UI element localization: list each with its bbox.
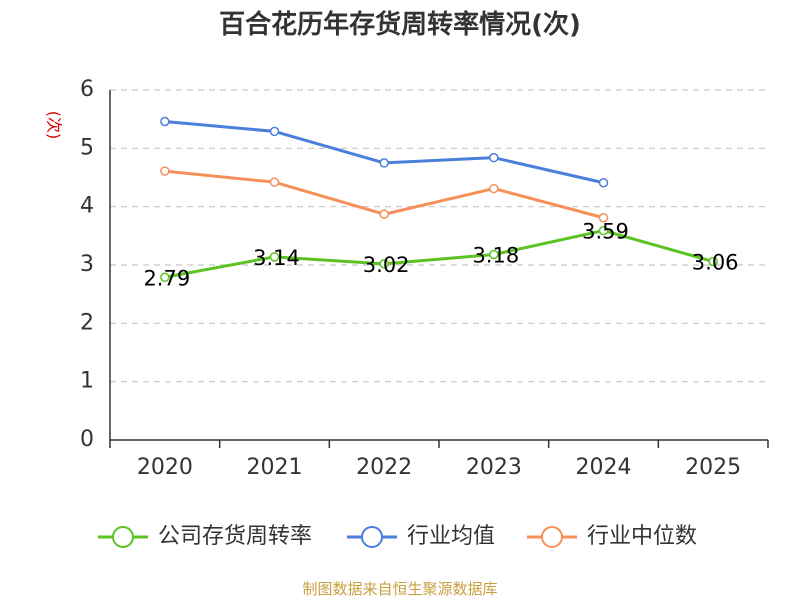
- grid-lines: [110, 89, 768, 383]
- data-label: 3.18: [472, 244, 519, 268]
- chart-title: 百合花历年存货周转率情况(次): [219, 9, 581, 40]
- data-point: [598, 178, 609, 188]
- y-axis-label: (次): [45, 111, 64, 140]
- legend-item: 公司存货周转率: [98, 524, 312, 549]
- data-point: [160, 166, 170, 176]
- data-label: 3.06: [692, 251, 739, 275]
- data-point: [160, 272, 170, 282]
- data-label: 2.79: [143, 266, 190, 290]
- series-line: [164, 229, 714, 279]
- data-point: [160, 116, 170, 127]
- y-tick-label: 5: [80, 135, 94, 160]
- data-point: [379, 209, 389, 219]
- data-point: [598, 213, 609, 223]
- series-group: [160, 116, 609, 188]
- data-label: 3.02: [363, 253, 410, 277]
- data-point: [379, 259, 389, 269]
- series-layer: [160, 116, 718, 282]
- legend-marker: [361, 526, 383, 548]
- legend-marker: [541, 526, 563, 548]
- y-tick-label: 2: [80, 310, 94, 335]
- y-tick-label: 1: [80, 369, 94, 394]
- legend: 公司存货周转率 行业均值 行业中位数: [98, 524, 697, 549]
- data-point: [379, 158, 389, 168]
- x-tick-label: 2022: [356, 455, 412, 480]
- data-labels: 2.79 3.14 3.02 3.18 3.59 3.06: [143, 220, 738, 291]
- y-tick-label: 6: [80, 77, 94, 102]
- x-tick-label: 2025: [685, 455, 741, 480]
- y-tick-label: 0: [80, 427, 94, 452]
- legend-label: 行业中位数: [587, 524, 697, 549]
- x-tick-label: 2020: [137, 455, 193, 480]
- data-point: [269, 252, 280, 262]
- legend-label: 公司存货周转率: [158, 524, 312, 549]
- legend-item: 行业均值: [347, 524, 495, 549]
- x-tick-label: 2021: [247, 455, 303, 480]
- x-tick-label: 2023: [466, 455, 522, 480]
- data-point: [708, 256, 718, 267]
- data-point: [598, 225, 609, 236]
- axes: 0 1 2 3 4 5 6 2020 2021 2022 2023 2024 2025: [80, 77, 769, 480]
- legend-marker: [112, 526, 134, 548]
- data-point: [489, 183, 499, 194]
- legend-label: 行业均值: [407, 524, 495, 549]
- data-point: [489, 152, 499, 163]
- series-group: [160, 166, 609, 223]
- series-group: [160, 225, 718, 282]
- data-point: [269, 177, 280, 187]
- data-point: [269, 126, 280, 137]
- legend-item: 行业中位数: [527, 524, 697, 549]
- data-label: 3.14: [253, 246, 300, 270]
- y-tick-label: 3: [80, 252, 94, 277]
- series-line: [164, 120, 604, 185]
- source-note: 制图数据来自恒生聚源数据库: [302, 580, 497, 598]
- y-tick-label: 4: [80, 194, 94, 219]
- data-label: 3.59: [582, 220, 629, 244]
- data-point: [489, 249, 499, 260]
- x-tick-label: 2024: [576, 455, 632, 480]
